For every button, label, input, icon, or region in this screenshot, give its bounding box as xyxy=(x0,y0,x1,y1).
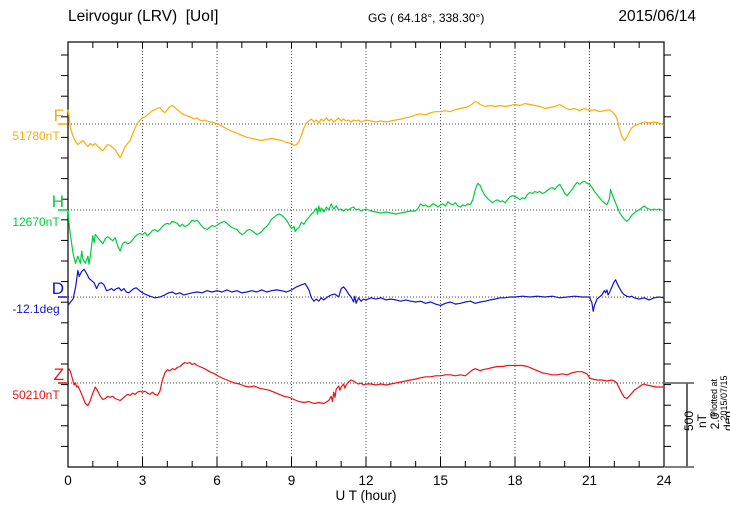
trace-H xyxy=(67,180,664,265)
x-tick-label: 21 xyxy=(582,473,597,488)
component-label-D: D xyxy=(51,279,64,298)
component-label-F: F xyxy=(53,106,64,125)
x-tick-label: 12 xyxy=(358,473,373,488)
component-label-Z: Z xyxy=(53,365,64,384)
x-axis-label: U T (hour) xyxy=(335,488,397,503)
x-tick-label: 18 xyxy=(507,473,522,488)
x-tick-label: 0 xyxy=(64,473,72,488)
trace-F xyxy=(67,100,665,159)
x-tick-label: 3 xyxy=(139,473,147,488)
geo-coords: GG ( 64.18°, 338.30°) xyxy=(368,11,485,25)
x-tick-label: 6 xyxy=(213,473,221,488)
station-title: Leirvogur (LRV) [UoI] xyxy=(68,8,219,25)
component-value-D: -12.1deg xyxy=(12,302,60,316)
component-value-H: 12670nT xyxy=(12,215,60,229)
x-tick-label: 9 xyxy=(288,473,296,488)
component-value-Z: 50210nT xyxy=(12,388,60,402)
component-label-H: H xyxy=(51,192,64,211)
trace-D xyxy=(67,268,665,312)
footer-note: Plotted at 2015/07/15 01:32 UT xyxy=(709,375,730,421)
plot-date: 2015/06/14 xyxy=(618,8,696,25)
trace-Z xyxy=(67,361,664,407)
x-tick-label: 15 xyxy=(433,473,448,488)
x-tick-label: 24 xyxy=(656,473,672,488)
component-value-F: 51780nT xyxy=(12,129,60,143)
